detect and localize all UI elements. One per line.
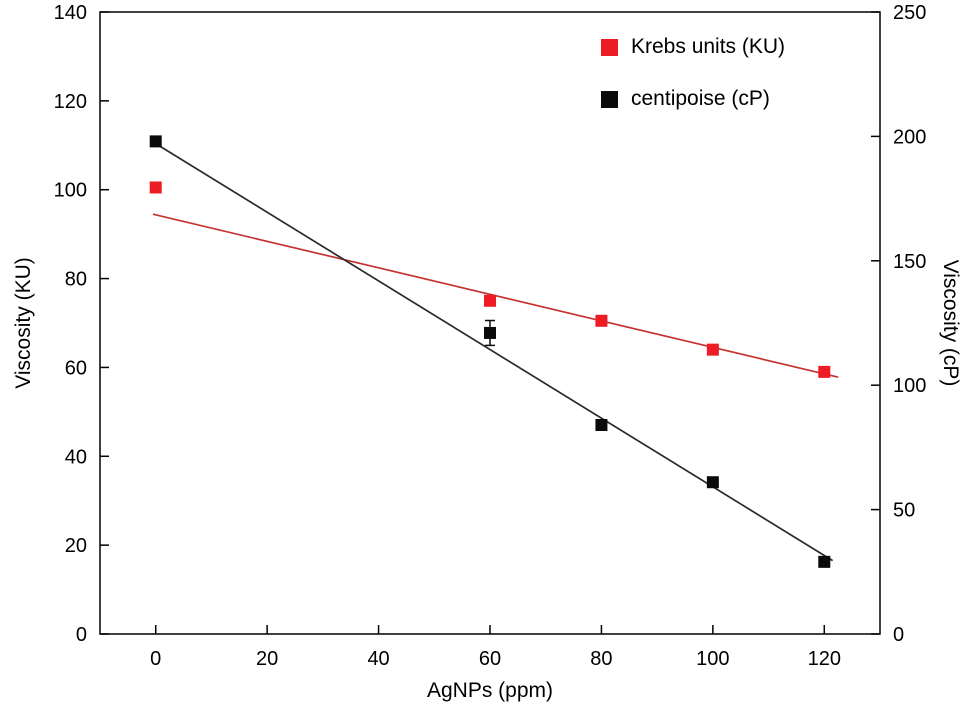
y-left-tick-label: 120: [54, 91, 87, 113]
x-tick-label: 60: [479, 648, 501, 670]
y-left-tick-label: 100: [54, 180, 87, 202]
x-tick-label: 20: [256, 648, 278, 670]
y-left-tick-label: 0: [76, 624, 87, 646]
legend-item-krebs: Krebs units (KU): [601, 30, 785, 64]
y-left-tick-label: 40: [65, 446, 87, 468]
data-point: [706, 343, 719, 356]
data-point: [149, 181, 162, 194]
y-right-tick-label: 250: [893, 2, 926, 24]
y-right-tick-label: 50: [893, 500, 915, 522]
legend-item-centipoise: centipoise (cP): [601, 82, 785, 116]
x-tick-label: 100: [696, 648, 729, 670]
legend-swatch-centipoise-icon: [601, 90, 618, 108]
y-right-tick-label: 150: [893, 251, 926, 273]
y-right-tick-label: 100: [893, 375, 926, 397]
data-point: [818, 555, 831, 568]
y-right-tick-label: 200: [893, 126, 926, 148]
data-point: [484, 294, 496, 307]
y-right-tick-label: 0: [893, 624, 904, 646]
legend-swatch-krebs-icon: [601, 38, 618, 56]
y-axis-label-left: Viscosity (KU): [12, 257, 35, 389]
x-tick-label: 40: [367, 648, 389, 670]
data-point: [484, 326, 496, 339]
data-point: [595, 419, 608, 432]
legend-label-krebs: Krebs units (KU): [631, 35, 786, 58]
y-left-tick-label: 140: [54, 2, 87, 24]
x-axis-label: AgNPs (ppm): [426, 679, 554, 702]
y-left-tick-label: 60: [65, 357, 87, 379]
x-tick-label: 0: [150, 648, 161, 670]
data-point: [818, 365, 831, 378]
fit-line: [159, 145, 834, 562]
x-tick-label: 80: [590, 648, 612, 670]
legend: Krebs units (KU) centipoise (cP): [601, 30, 785, 134]
data-point: [706, 476, 719, 489]
data-point: [595, 314, 608, 327]
y-left-tick-label: 20: [65, 535, 87, 557]
legend-label-centipoise: centipoise (cP): [631, 87, 770, 110]
data-point: [149, 135, 162, 148]
x-tick-label: 120: [808, 648, 841, 670]
y-axis-label-right: Viscosity (cP): [939, 259, 962, 387]
y-left-tick-label: 80: [65, 269, 87, 291]
